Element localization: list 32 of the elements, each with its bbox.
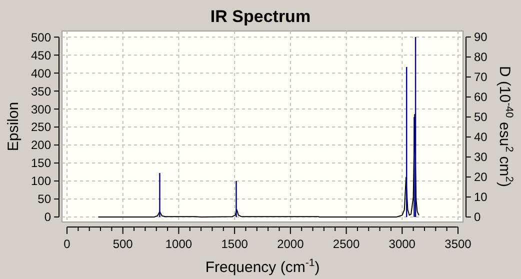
y-axis-title: Epsilon xyxy=(5,102,22,152)
x-tick-label: 0 xyxy=(64,237,71,251)
y-tick-label: 100 xyxy=(30,174,52,188)
y2-tick-label: 0 xyxy=(474,210,481,224)
y-tick-label: 150 xyxy=(30,156,52,170)
y-tick-label: 200 xyxy=(30,138,52,152)
y2-tick-label: 10 xyxy=(474,190,488,204)
x-tick-label: 2500 xyxy=(332,237,360,251)
y-tick-label: 0 xyxy=(44,210,52,224)
y-tick-label: 450 xyxy=(30,48,52,62)
x-tick-label: 3500 xyxy=(444,237,472,251)
x-tick-label: 1500 xyxy=(221,237,248,251)
y2-tick-label: 60 xyxy=(474,90,488,104)
y-tick-label: 500 xyxy=(30,30,52,44)
y2-tick-label: 80 xyxy=(474,50,488,64)
y2-tick-label: 70 xyxy=(474,70,488,84)
y2-tick-label: 20 xyxy=(474,170,488,184)
y-tick-label: 300 xyxy=(30,102,52,116)
y2-tick-label: 40 xyxy=(474,130,488,144)
x-axis-title: Frequency (cm$^{-1}$) xyxy=(205,257,320,276)
y2-tick-label: 30 xyxy=(474,150,488,164)
x-tick-label: 3000 xyxy=(388,237,416,251)
x-tick-label: 1000 xyxy=(165,237,192,251)
chart-title: IR Spectrum xyxy=(210,7,311,26)
y2-tick-label: 50 xyxy=(474,110,488,124)
y2-tick-label: 90 xyxy=(474,30,488,44)
x-tick-label: 500 xyxy=(112,237,134,251)
x-tick-label: 2000 xyxy=(277,237,304,251)
y-tick-label: 400 xyxy=(30,66,52,80)
y-tick-label: 250 xyxy=(30,120,52,134)
y-tick-label: 50 xyxy=(38,192,52,206)
y-tick-label: 350 xyxy=(30,84,52,98)
